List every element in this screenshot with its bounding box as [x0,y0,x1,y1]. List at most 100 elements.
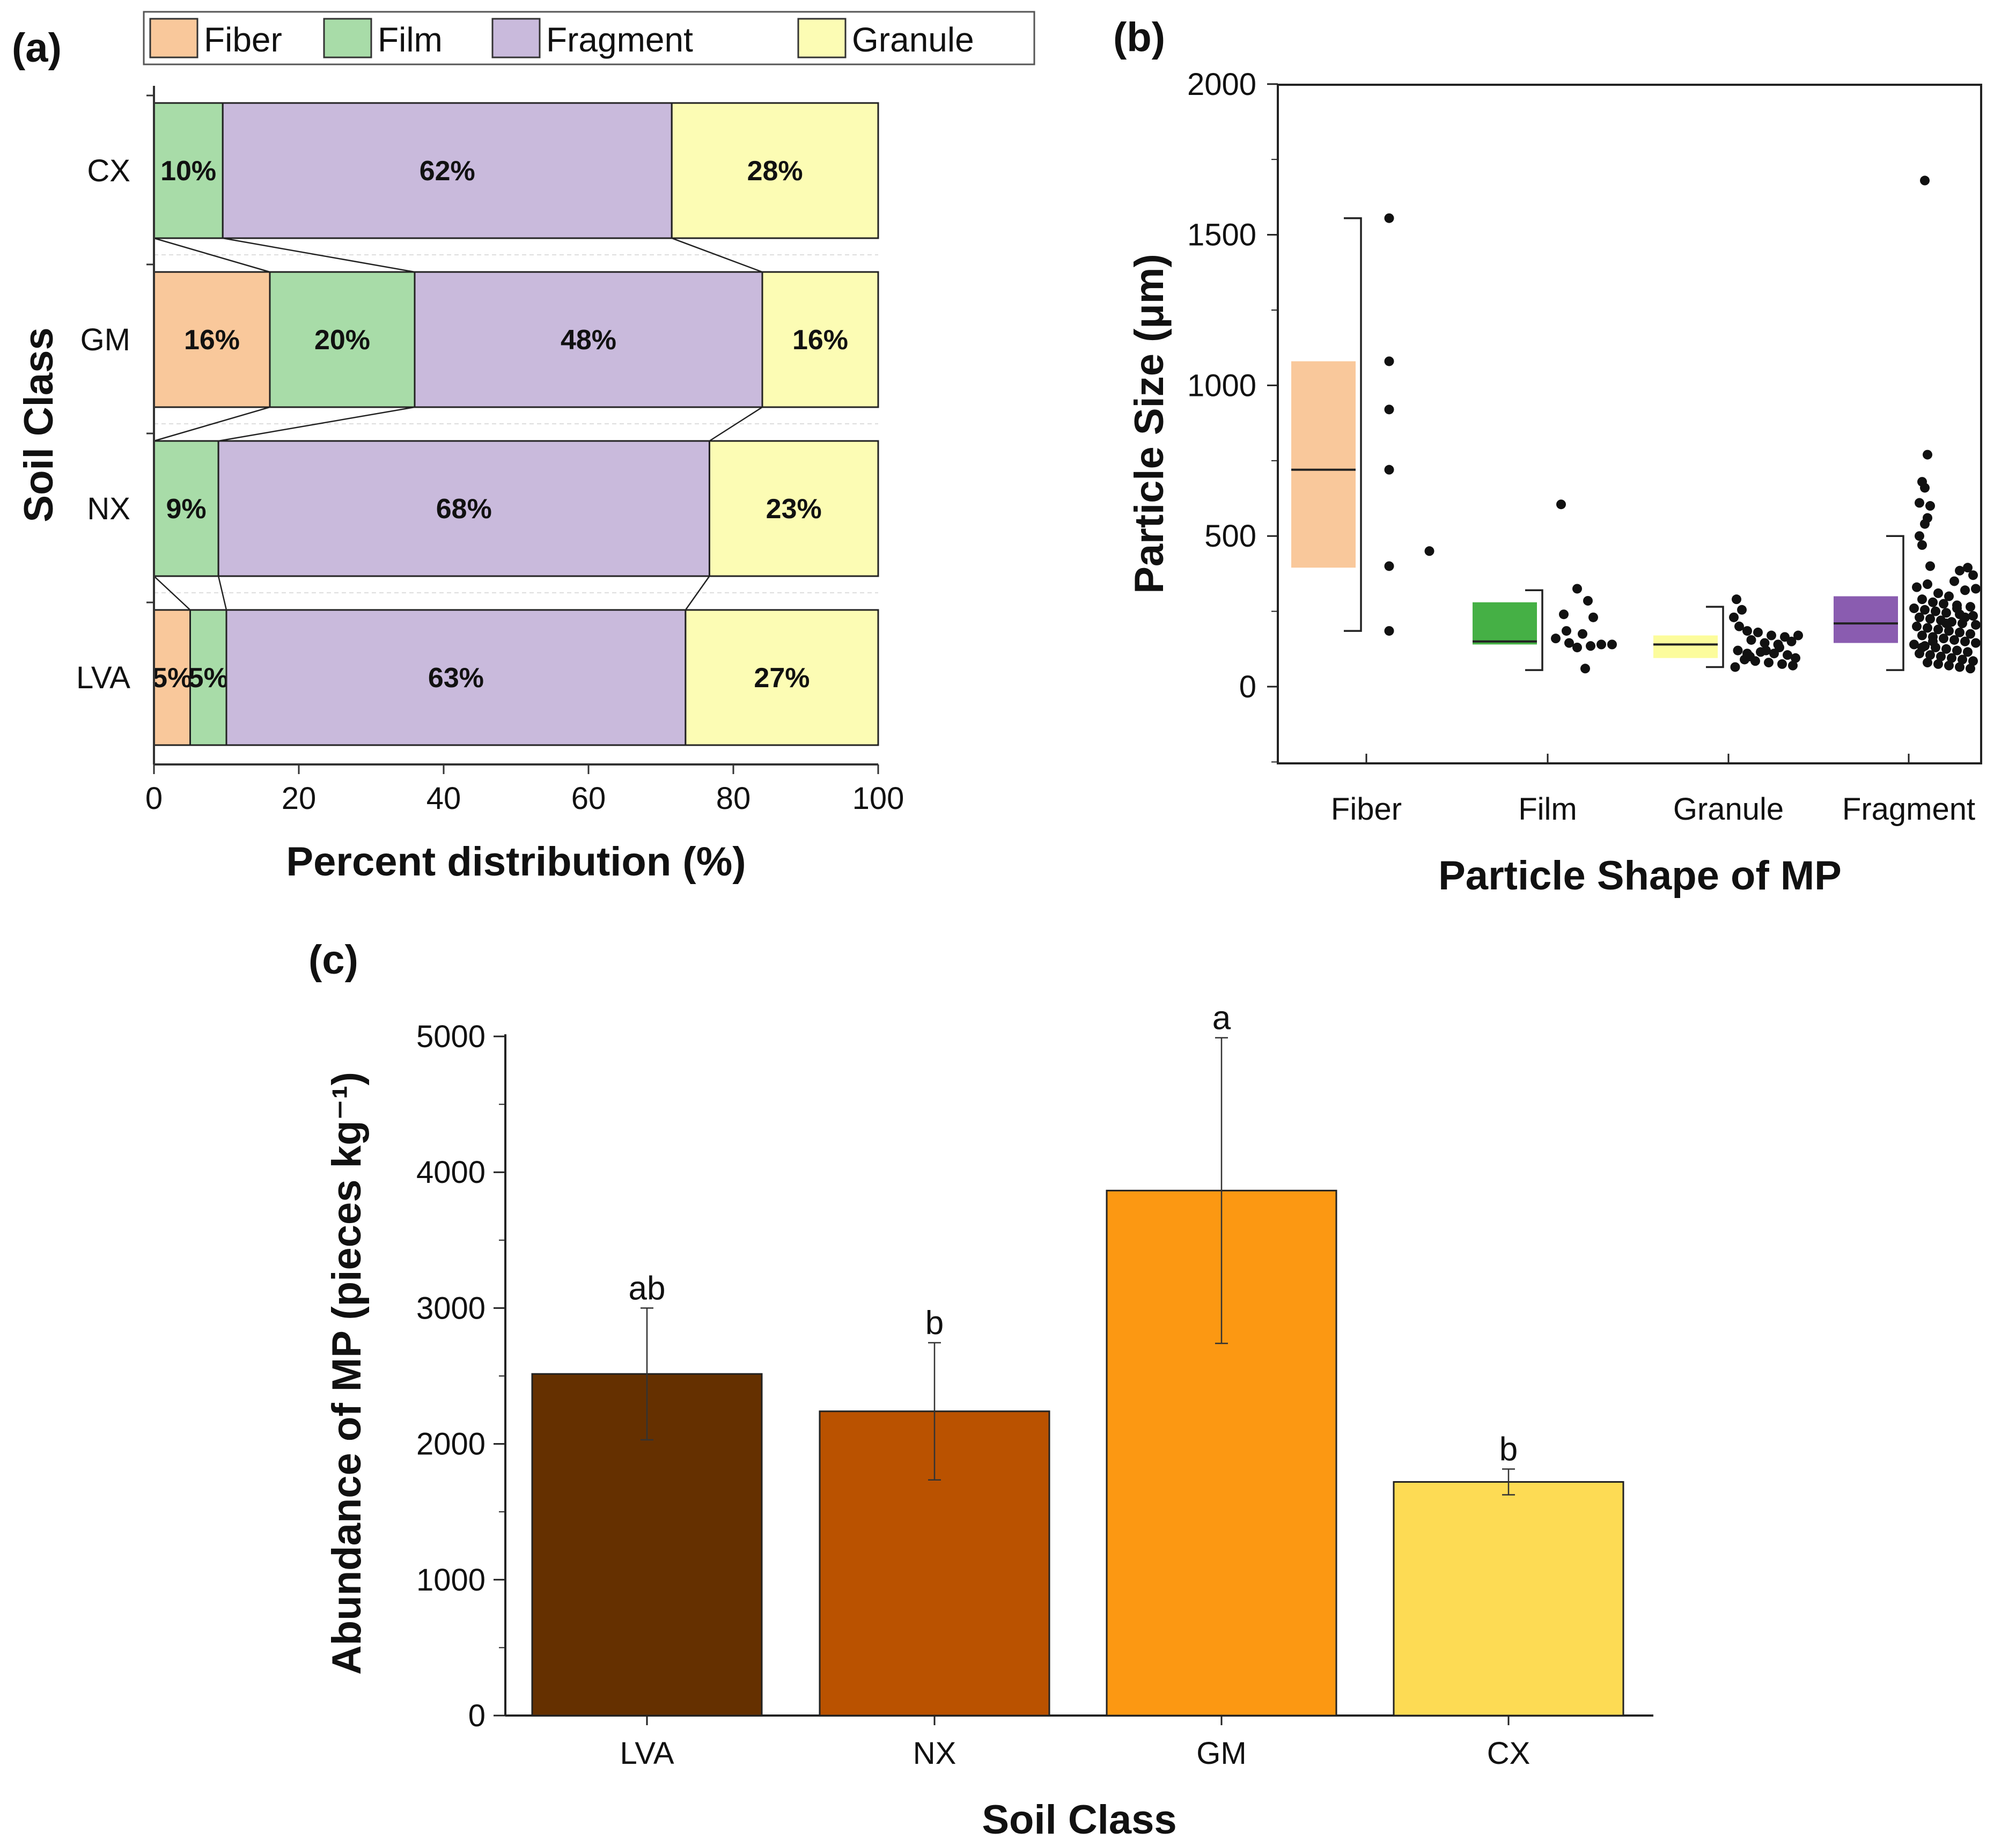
panel-a-x-title: Percent distribution (%) [286,839,746,885]
panel-b-data-point [1971,620,1981,630]
panel-b-whisker-bracket [1525,589,1543,671]
panel-b-data-point [1923,658,1932,668]
panel-b-whisker-bracket [1344,217,1362,632]
panel-a-connector-line [153,237,270,273]
panel-c-significance-label: b [1499,1431,1518,1468]
panel-b-data-point [1939,634,1948,644]
panel-a-bar-segment [761,271,879,408]
panel-b-data-point [1572,642,1582,652]
panel-b-data-point [1384,465,1394,475]
panel-b-data-point [1960,636,1970,646]
panel-a-segment-label: 16% [792,325,848,356]
panel-b-data-point [1947,653,1956,663]
panel-b-data-point [1944,626,1954,636]
panel-b-data-point [1917,642,1927,652]
panel-a-bar-segment [217,440,710,577]
panel-b-data-point [1384,561,1394,571]
panel-a-x-tick-label: 40 [426,781,461,816]
panel-c-significance-label: b [925,1305,944,1342]
panel-b-data-point [1925,614,1935,624]
panel-b-data-point [1551,634,1561,644]
panel-a-segment-label: 9% [166,494,206,525]
panel-b-data-point [1562,626,1571,636]
panel-a-legend-label: Fiber [204,20,282,59]
panel-a-segment-label: 68% [436,494,492,525]
panel-b-data-point [1968,570,1978,580]
panel-b-data-point [1915,612,1924,622]
panel-b-data-point [1732,594,1741,605]
panel-b-data-point [1559,609,1569,620]
panel-a-connector-line [153,576,191,610]
panel-a-segment-label: 23% [766,494,822,525]
panel-b-data-point [1384,404,1394,415]
panel-b-data-point [1917,594,1927,605]
panel-c-y-tick-label: 2000 [416,1427,485,1462]
panel-b-category-label: Granule [1673,792,1784,827]
panel-a-legend-label: Film [378,20,443,59]
panel-a-segment-label: 48% [561,325,616,356]
panel-b-data-point [1742,626,1752,636]
panel-b-data-point [1760,638,1770,648]
panel-b-data-point [1583,595,1593,606]
panel-a-bar-segment [708,440,879,577]
panel-b-data-point [1923,450,1932,460]
panel-b-data-point [1764,658,1774,668]
panel-b-data-point [1920,483,1930,493]
panel-c-category-label: NX [913,1736,957,1771]
panel-a-legend-label: Fragment [546,20,693,59]
panel-a-segment-label: 10% [160,156,216,187]
panel-a-legend-swatch [797,18,847,58]
panel-b-y-tick-label: 1000 [1187,368,1256,403]
panel-c-categories: LVA NX GM CX [620,1716,1530,1771]
panel-b-data-point [1777,659,1787,669]
panel-b-data-point [1783,650,1792,660]
panel-b-data-point [1920,519,1930,529]
panel-b-data-point [1925,561,1935,571]
panel-a-segment-label: 63% [428,663,484,694]
panel-a-connectors [153,237,878,610]
panel-b-data-point [1564,638,1574,648]
panel-a-bar-segment [671,102,879,239]
panel-b-data-point [1933,624,1943,635]
panel-b-box [1473,602,1537,645]
panel-a-segment-label: 62% [420,156,475,187]
panel-a-bar-segment [222,102,673,239]
panel-c-y-title: Abundance of MP (pieces kg⁻¹) [324,1072,370,1675]
panel-b-data-point [1971,584,1981,594]
panel-b-data-point [1912,621,1922,631]
panel-b-data-point [1966,602,1975,612]
panel-c-y-tick-label: 4000 [416,1155,485,1190]
panel-b-data-point [1960,585,1970,595]
panel-b-data-point [1966,664,1975,674]
panel-a-segment-label: 28% [747,156,803,187]
panel-a-legend-swatch [491,18,541,58]
panel-a: (a) Fiber Film Fragment Granule 10% 62% 28% 16… [12,11,1035,885]
panel-a-bar-segment [153,271,271,408]
panel-a-legend-label: Granule [852,20,974,59]
panel-a-bar-segment [414,271,763,408]
panel-b-y-title: Particle Size (μm) [1127,254,1172,594]
panel-a-connector-line [217,576,227,610]
panel-b-data-point [1952,645,1962,656]
panel-b-data-point [1915,531,1924,541]
panel-b-data-point [1745,651,1755,661]
panel-b-data-point [1384,356,1394,366]
panel-b-data-point [1767,630,1776,641]
panel-b-data-point [1944,591,1954,601]
panel-b-plot-frame [1277,84,1982,764]
panel-c-category-label: CX [1487,1736,1531,1771]
panel-b-data-point [1963,647,1973,657]
panel-b-data-point [1944,660,1954,671]
panel-b-whisker-bracket [1886,535,1904,671]
panel-b-data-point [1958,654,1967,665]
panel-a-bar-segment [685,609,879,746]
panel-c-significance-label: ab [629,1270,666,1307]
panel-b-data-point [1928,636,1938,646]
panel-b-data-point [1923,579,1932,590]
panel-a-legend-swatch [149,18,198,58]
panel-a-connector-line [671,237,763,273]
panel-b-data-point [1931,606,1940,616]
panel-c-category-label: GM [1196,1736,1246,1771]
